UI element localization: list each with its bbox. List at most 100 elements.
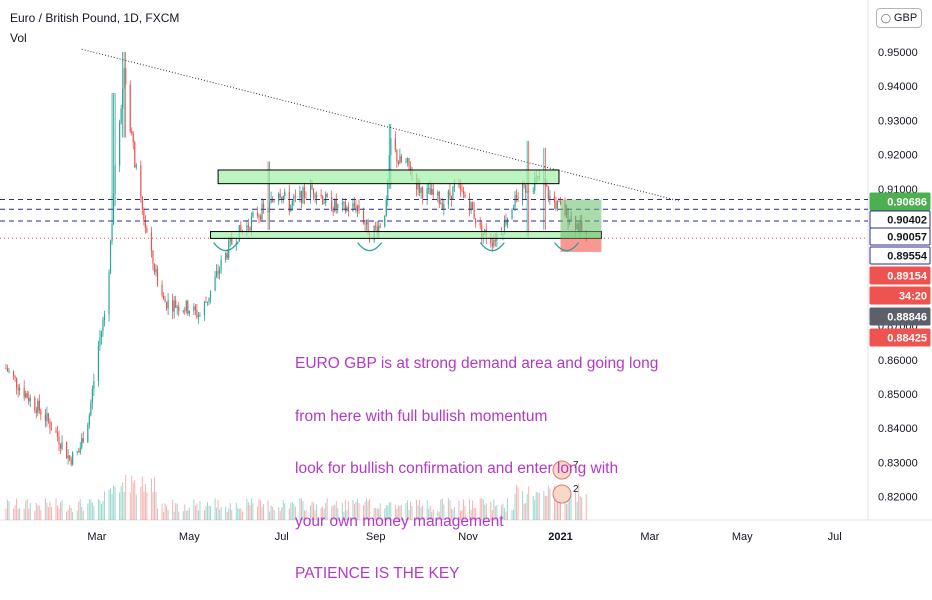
volume-bar <box>353 504 355 520</box>
candle <box>315 191 318 205</box>
candle-body <box>206 301 209 303</box>
candle <box>553 191 556 209</box>
candle <box>153 263 156 275</box>
volume-bar <box>23 508 25 520</box>
volume-bar <box>473 507 475 520</box>
volume-bar <box>475 508 477 520</box>
volume-bar <box>535 492 537 520</box>
candle <box>331 190 333 212</box>
candle <box>447 189 449 209</box>
candle <box>406 157 409 167</box>
candle <box>175 295 177 309</box>
candle-body <box>175 300 177 308</box>
support-zone <box>210 231 602 239</box>
volume-bar <box>240 508 242 520</box>
candle-body <box>34 397 36 410</box>
time-axis: Mar May Jul Sep Nov 2021 Mar May Jul <box>87 531 841 543</box>
candle-body <box>517 197 519 201</box>
candle-body <box>146 228 148 233</box>
volume-bar <box>153 477 155 520</box>
candle <box>441 198 443 211</box>
candle <box>293 193 295 206</box>
volume-bar <box>356 499 358 520</box>
candle <box>365 219 368 231</box>
volume-bar <box>229 503 231 520</box>
candle-body <box>547 186 549 200</box>
candle <box>108 269 110 322</box>
volume-bar <box>129 492 131 520</box>
volume-bar <box>408 510 410 520</box>
candle-body <box>26 393 28 398</box>
candle <box>47 413 50 424</box>
candle <box>438 190 440 209</box>
price-label-text: 34:20 <box>899 291 927 303</box>
volume-bar <box>326 498 328 520</box>
candle <box>379 222 381 229</box>
candle <box>302 185 304 204</box>
candle-body <box>325 194 327 203</box>
candle <box>408 157 410 171</box>
candle-body <box>438 191 440 205</box>
volume-bar <box>14 505 16 520</box>
volume-bar <box>103 490 105 520</box>
candle <box>549 189 551 205</box>
candle-body <box>217 271 219 274</box>
candle-body <box>335 199 337 208</box>
volume-bar <box>135 494 137 520</box>
volume-bar <box>526 493 528 520</box>
candle <box>208 297 210 306</box>
candle <box>184 306 186 315</box>
candle-body <box>97 346 100 381</box>
volume-bar <box>185 510 187 520</box>
candle-body <box>23 387 25 398</box>
candle <box>90 399 92 417</box>
candle-body <box>90 402 92 416</box>
volume-bar <box>569 495 571 520</box>
candle-body <box>134 142 136 168</box>
candle <box>112 93 115 226</box>
price-label-stop: 0.89154 <box>869 266 931 285</box>
candle <box>91 385 93 410</box>
candle <box>278 191 280 206</box>
candle-body <box>290 204 292 212</box>
volume-bar <box>461 509 463 520</box>
volume-bar <box>155 492 157 520</box>
candle <box>25 390 27 399</box>
candle-body <box>164 299 166 303</box>
volume-bar <box>237 507 239 520</box>
price-chart[interactable]: 72 0.950000.940000.930000.920000.910000.… <box>0 0 932 550</box>
currency-button[interactable]: ◯ GBP <box>876 8 922 28</box>
volume-bar <box>470 509 472 520</box>
volume-bar <box>322 506 324 520</box>
volume-bar <box>132 482 134 520</box>
candle-body <box>250 216 253 230</box>
candle-body <box>123 68 125 89</box>
volume-bar <box>494 506 496 520</box>
volume-bar <box>559 496 561 520</box>
candle <box>114 93 116 206</box>
volume-bar <box>108 489 110 520</box>
volume-bar <box>172 500 174 520</box>
candle-body <box>515 195 518 198</box>
candle-body <box>284 191 286 196</box>
volume-bar <box>131 475 133 520</box>
volume-bar <box>485 503 487 520</box>
grid <box>0 0 932 521</box>
volume-bar <box>547 485 549 520</box>
candle <box>473 202 475 220</box>
volume-bar <box>178 511 180 520</box>
candle-body <box>103 314 106 320</box>
candle-body <box>50 428 53 431</box>
support-touch-arc <box>554 242 580 252</box>
candle-body <box>231 238 233 245</box>
candle-body <box>447 191 449 205</box>
volume-bar <box>8 501 10 520</box>
candle-body <box>29 397 31 402</box>
volume-bar <box>278 507 280 520</box>
price-tick-label: 0.95000 <box>878 47 918 59</box>
candle-body <box>229 238 231 242</box>
volume-bar <box>57 505 59 520</box>
candle-body <box>278 193 280 202</box>
candle <box>426 183 428 205</box>
support-touch-arc <box>479 242 505 252</box>
